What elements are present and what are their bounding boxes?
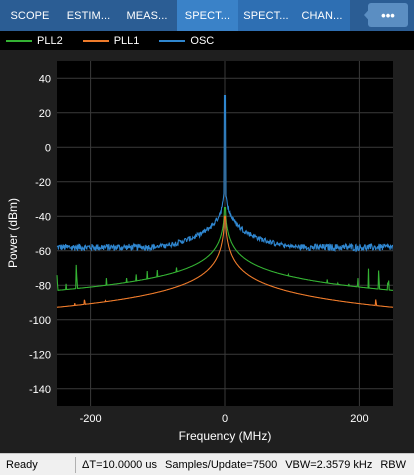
status-rbw: RBW: [380, 458, 406, 471]
status-vbw: VBW=2.3579 kHz: [285, 458, 373, 471]
status-bar: Ready ΔT=10.0000 us Samples/Update=7500 …: [0, 453, 414, 475]
y-tick-label: -120: [29, 349, 51, 361]
legend-item-pll1[interactable]: PLL1: [82, 34, 140, 47]
grid-lines: [57, 61, 393, 406]
y-tick-label: -60: [35, 246, 51, 258]
legend-swatch-pll1: [82, 39, 109, 42]
y-tick-label: -40: [35, 211, 51, 223]
x-tick-labels: -200 0 200: [80, 413, 369, 425]
x-tick-label: 0: [222, 413, 228, 425]
legend: PLL2 PLL1 OSC: [0, 31, 414, 50]
spectrum-plot[interactable]: 40 20 0 -20 -40 -60 -80 -100 -120 -140 -200 0 200 F…: [0, 50, 414, 453]
y-tick-label: -20: [35, 177, 51, 189]
legend-label-pll1: PLL1: [113, 34, 140, 47]
tab-spectrum-2[interactable]: SPECT...: [238, 0, 294, 31]
tab-channel[interactable]: CHAN...: [294, 0, 350, 31]
status-ready: Ready: [6, 458, 38, 471]
x-axis-label: Frequency (MHz): [179, 429, 272, 443]
y-tick-label: -140: [29, 384, 51, 396]
tab-spectrum-1[interactable]: SPECT...: [177, 0, 238, 31]
y-tick-labels: 40 20 0 -20 -40 -60 -80 -100 -120 -140: [29, 73, 51, 396]
status-divider: [75, 456, 77, 473]
series-line-pll2: [56, 207, 394, 291]
tab-estimation[interactable]: ESTIM...: [66, 9, 111, 22]
legend-swatch-osc: [159, 39, 186, 42]
series-line-osc: [56, 94, 394, 253]
more-tabs-button[interactable]: •••: [368, 3, 408, 27]
y-tick-label: 0: [45, 142, 51, 154]
status-delta-t: ΔT=10.0000 us: [82, 458, 157, 471]
toolstrip-tabs: SCOPE ESTIM... MEAS... SPECT... SPECT...…: [0, 0, 414, 31]
legend-item-pll2[interactable]: PLL2: [6, 35, 63, 47]
legend-label-osc: OSC: [190, 34, 215, 47]
status-samples-per-update: Samples/Update=7500: [164, 458, 278, 471]
y-tick-label: -100: [29, 315, 51, 327]
legend-swatch-pll2: [6, 39, 32, 42]
x-tick-label: -200: [80, 413, 102, 425]
y-tick-label: 20: [39, 108, 51, 120]
series-line-pll1: [56, 215, 394, 308]
tab-scope[interactable]: SCOPE: [10, 9, 50, 22]
legend-label-pll2: PLL2: [37, 34, 63, 47]
y-axis-label: Power (dBm): [6, 198, 20, 268]
y-tick-label: 40: [39, 73, 51, 85]
traces: [56, 94, 394, 308]
y-tick-label: -80: [35, 280, 51, 292]
legend-item-osc[interactable]: OSC: [159, 35, 214, 47]
x-tick-label: 200: [350, 413, 368, 425]
tab-measurements[interactable]: MEAS...: [126, 9, 168, 22]
